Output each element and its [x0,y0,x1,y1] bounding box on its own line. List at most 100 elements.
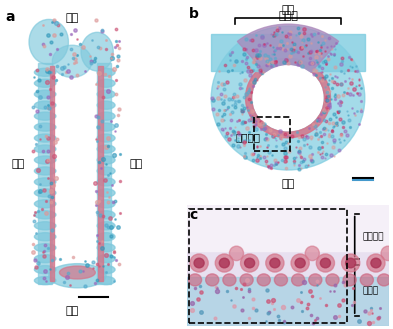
Ellipse shape [291,254,309,272]
Ellipse shape [97,211,115,219]
Ellipse shape [35,112,56,120]
Ellipse shape [35,222,56,230]
Ellipse shape [305,246,320,261]
Ellipse shape [35,266,56,274]
Ellipse shape [377,274,391,286]
Ellipse shape [97,233,115,241]
Ellipse shape [97,167,115,175]
Bar [211,34,365,71]
Ellipse shape [190,254,208,272]
Ellipse shape [49,264,106,288]
Ellipse shape [35,233,56,241]
Text: 頭側: 頭側 [65,13,79,23]
Text: 尾側: 尾側 [65,306,79,316]
Text: 背側: 背側 [129,160,143,169]
Ellipse shape [52,45,92,77]
Ellipse shape [97,189,115,197]
Ellipse shape [97,266,115,274]
Ellipse shape [241,254,259,272]
Ellipse shape [29,19,68,64]
Text: 間充織: 間充織 [363,286,379,295]
Ellipse shape [97,90,115,98]
Ellipse shape [35,277,56,285]
Ellipse shape [35,244,56,252]
Ellipse shape [97,101,115,109]
Ellipse shape [35,255,56,263]
Ellipse shape [270,258,280,268]
Ellipse shape [35,156,56,164]
Ellipse shape [97,68,115,76]
Ellipse shape [316,254,334,272]
Ellipse shape [35,178,56,186]
Bar [97,63,112,284]
Ellipse shape [381,246,393,261]
Ellipse shape [371,258,381,268]
Ellipse shape [360,274,373,286]
Ellipse shape [367,254,385,272]
Ellipse shape [244,258,255,268]
Ellipse shape [215,254,233,272]
Ellipse shape [97,222,115,230]
Ellipse shape [97,277,115,285]
Ellipse shape [35,101,56,109]
Wedge shape [237,24,339,73]
Text: 平滑筋: 平滑筋 [278,11,298,21]
Text: 腹側: 腹側 [11,160,24,169]
Ellipse shape [326,274,339,286]
Bar [50,66,54,281]
Ellipse shape [35,211,56,219]
Text: 上皮組織: 上皮組織 [363,232,384,241]
Bar [187,277,389,326]
Bar [187,205,389,251]
Ellipse shape [194,258,204,268]
Ellipse shape [81,32,113,71]
Ellipse shape [274,274,288,286]
Ellipse shape [97,123,115,131]
Ellipse shape [189,274,202,286]
Ellipse shape [266,254,284,272]
Ellipse shape [35,189,56,197]
Bar [189,209,347,323]
Ellipse shape [35,68,56,76]
Ellipse shape [97,178,115,186]
Ellipse shape [343,274,356,286]
Bar [38,63,52,284]
Ellipse shape [345,258,356,268]
Text: 腹側: 腹側 [281,179,295,189]
Bar [98,66,103,281]
Ellipse shape [35,145,56,153]
Circle shape [253,66,322,130]
Ellipse shape [320,258,331,268]
Ellipse shape [35,90,56,98]
Text: 背側: 背側 [281,5,295,15]
Ellipse shape [97,255,115,263]
Ellipse shape [219,258,230,268]
Ellipse shape [257,274,270,286]
Ellipse shape [97,145,115,153]
Ellipse shape [35,167,56,175]
Text: c: c [189,208,197,221]
Ellipse shape [35,200,56,208]
Ellipse shape [223,274,236,286]
Text: b: b [189,7,199,21]
Ellipse shape [97,156,115,164]
Ellipse shape [240,274,253,286]
Ellipse shape [97,79,115,87]
Text: 気管軟骨: 気管軟骨 [235,132,260,142]
Bar [253,117,290,151]
Ellipse shape [342,254,360,272]
Ellipse shape [230,246,244,261]
Ellipse shape [35,123,56,131]
Ellipse shape [295,258,305,268]
Ellipse shape [206,274,219,286]
Ellipse shape [35,134,56,142]
Ellipse shape [292,274,305,286]
Ellipse shape [97,200,115,208]
Ellipse shape [59,266,95,279]
Text: a: a [6,10,15,24]
Ellipse shape [97,134,115,142]
Ellipse shape [97,112,115,120]
Ellipse shape [309,274,322,286]
Ellipse shape [97,244,115,252]
Ellipse shape [35,79,56,87]
